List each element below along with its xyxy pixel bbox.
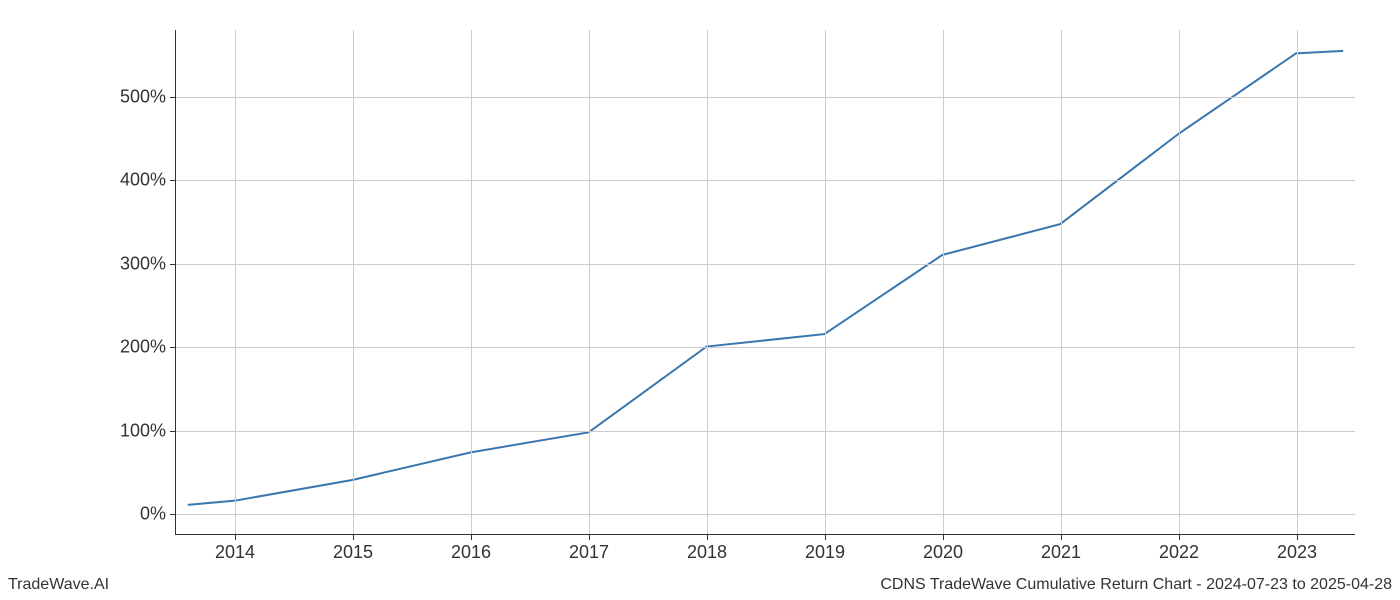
grid-line-horizontal <box>176 347 1355 348</box>
x-tick-label: 2019 <box>805 542 845 563</box>
grid-line-vertical <box>353 30 354 534</box>
y-tick-mark <box>170 180 176 181</box>
x-tick-mark <box>825 534 826 540</box>
grid-line-vertical <box>471 30 472 534</box>
x-tick-mark <box>589 534 590 540</box>
grid-line-vertical <box>1179 30 1180 534</box>
x-tick-mark <box>1179 534 1180 540</box>
x-tick-mark <box>707 534 708 540</box>
data-line <box>188 51 1343 505</box>
y-tick-label: 100% <box>120 420 166 441</box>
x-tick-label: 2016 <box>451 542 491 563</box>
grid-line-horizontal <box>176 97 1355 98</box>
plot-area: 2014201520162017201820192020202120222023… <box>175 30 1355 535</box>
y-tick-label: 500% <box>120 86 166 107</box>
x-tick-label: 2022 <box>1159 542 1199 563</box>
x-tick-mark <box>235 534 236 540</box>
x-tick-mark <box>471 534 472 540</box>
grid-line-horizontal <box>176 431 1355 432</box>
grid-line-vertical <box>589 30 590 534</box>
y-tick-label: 400% <box>120 170 166 191</box>
chart-container: 2014201520162017201820192020202120222023… <box>175 30 1355 535</box>
x-tick-label: 2015 <box>333 542 373 563</box>
x-tick-label: 2020 <box>923 542 963 563</box>
footer-right-text: CDNS TradeWave Cumulative Return Chart -… <box>880 576 1392 594</box>
x-tick-label: 2023 <box>1277 542 1317 563</box>
x-tick-label: 2021 <box>1041 542 1081 563</box>
grid-line-vertical <box>1061 30 1062 534</box>
grid-line-horizontal <box>176 180 1355 181</box>
grid-line-horizontal <box>176 264 1355 265</box>
y-tick-mark <box>170 347 176 348</box>
y-tick-label: 0% <box>140 504 166 525</box>
y-tick-mark <box>170 97 176 98</box>
grid-line-vertical <box>943 30 944 534</box>
x-tick-mark <box>943 534 944 540</box>
x-tick-mark <box>1297 534 1298 540</box>
grid-line-horizontal <box>176 514 1355 515</box>
grid-line-vertical <box>235 30 236 534</box>
x-tick-mark <box>353 534 354 540</box>
y-tick-label: 200% <box>120 337 166 358</box>
x-tick-label: 2014 <box>215 542 255 563</box>
footer-left-text: TradeWave.AI <box>8 576 109 594</box>
grid-line-vertical <box>1297 30 1298 534</box>
x-tick-label: 2018 <box>687 542 727 563</box>
y-tick-mark <box>170 431 176 432</box>
grid-line-vertical <box>707 30 708 534</box>
x-tick-mark <box>1061 534 1062 540</box>
y-tick-mark <box>170 514 176 515</box>
y-tick-mark <box>170 264 176 265</box>
y-tick-label: 300% <box>120 253 166 274</box>
grid-line-vertical <box>825 30 826 534</box>
x-tick-label: 2017 <box>569 542 609 563</box>
